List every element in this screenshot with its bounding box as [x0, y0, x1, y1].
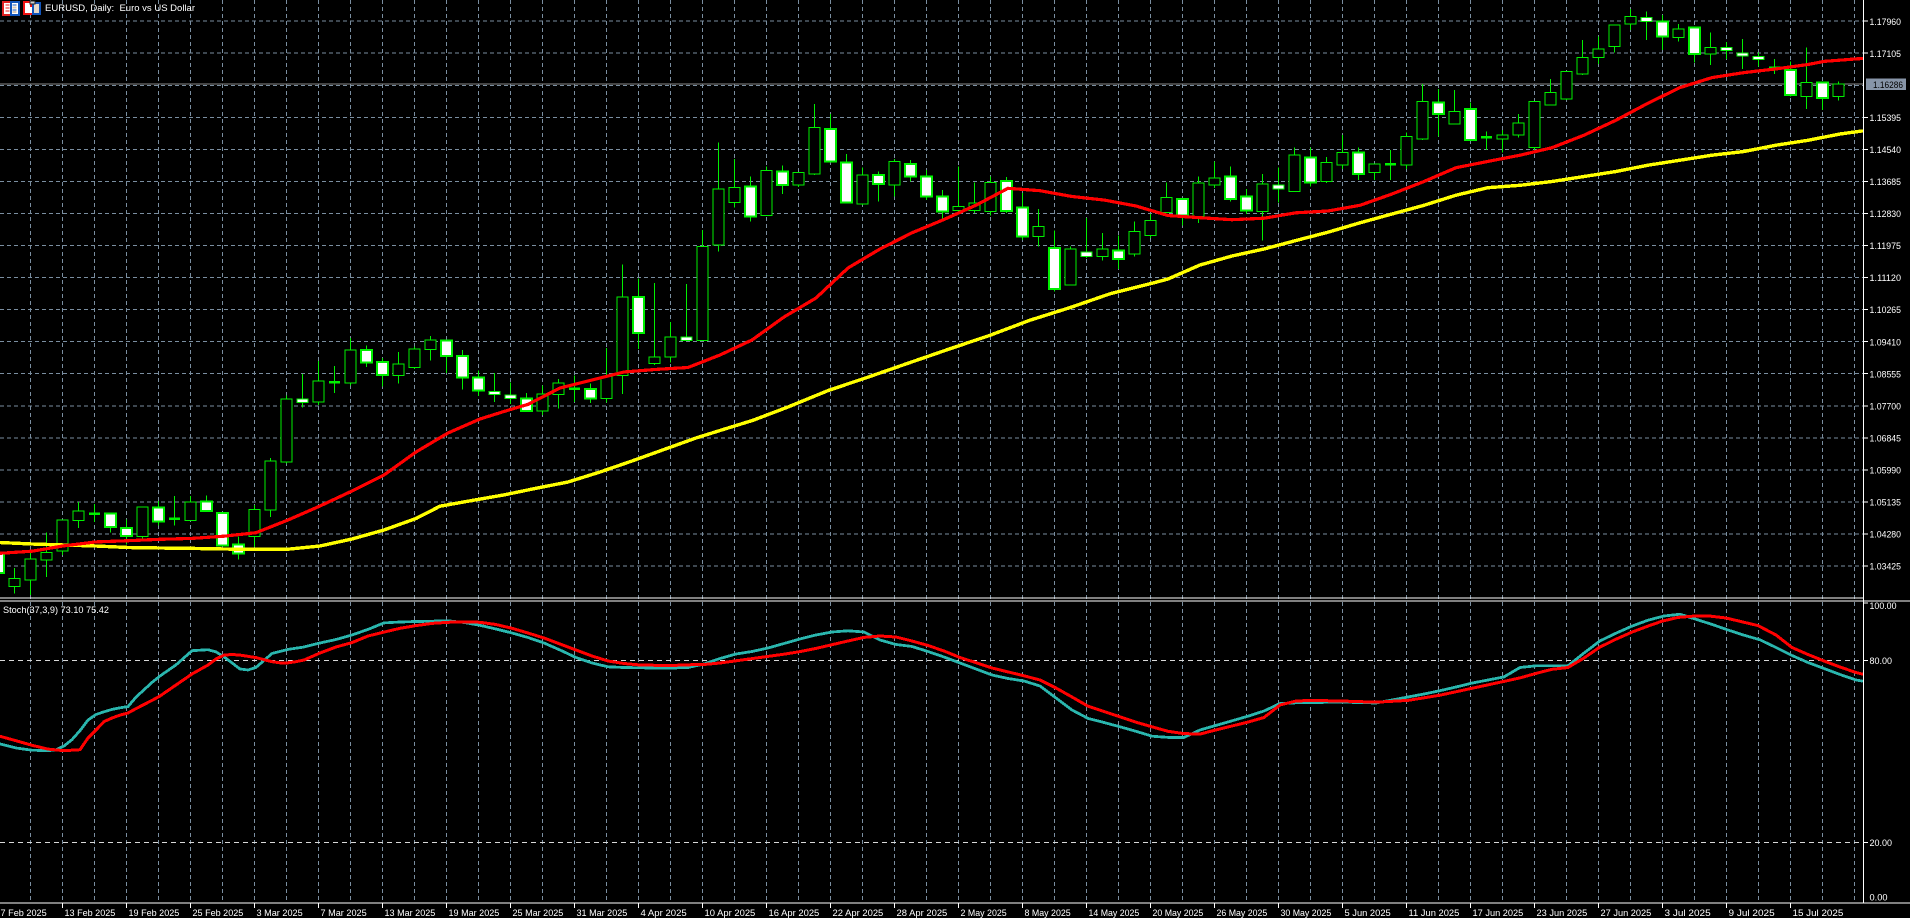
- svg-text:2 May 2025: 2 May 2025: [961, 908, 1007, 918]
- svg-text:1.07700: 1.07700: [1870, 401, 1902, 412]
- svg-text:7 Mar 2025: 7 Mar 2025: [321, 908, 367, 918]
- svg-text:1.05135: 1.05135: [1870, 498, 1902, 509]
- svg-text:1.15395: 1.15395: [1870, 113, 1902, 124]
- svg-text:1.08555: 1.08555: [1870, 369, 1902, 380]
- svg-text:1.11120: 1.11120: [1870, 273, 1902, 284]
- svg-text:0.00: 0.00: [1870, 893, 1888, 904]
- svg-text:1.06845: 1.06845: [1870, 433, 1902, 444]
- svg-text:20 May 2025: 20 May 2025: [1153, 908, 1204, 918]
- svg-text:10 Apr 2025: 10 Apr 2025: [705, 908, 756, 918]
- svg-text:26 May 2025: 26 May 2025: [1217, 908, 1268, 918]
- svg-text:22 Apr 2025: 22 Apr 2025: [833, 908, 884, 918]
- svg-text:25 Mar 2025: 25 Mar 2025: [513, 908, 564, 918]
- svg-text:1.10265: 1.10265: [1870, 305, 1902, 316]
- svg-text:1.16286: 1.16286: [1873, 80, 1903, 91]
- svg-text:28 Apr 2025: 28 Apr 2025: [897, 908, 948, 918]
- svg-text:17 Jun 2025: 17 Jun 2025: [1473, 908, 1524, 918]
- svg-text:11 Jun 2025: 11 Jun 2025: [1409, 908, 1460, 918]
- svg-text:80.00: 80.00: [1870, 656, 1893, 667]
- svg-text:1.17960: 1.17960: [1870, 17, 1902, 28]
- svg-text:1.03425: 1.03425: [1870, 562, 1902, 573]
- svg-text:27 Jun 2025: 27 Jun 2025: [1601, 908, 1652, 918]
- svg-text:3 Jul 2025: 3 Jul 2025: [1665, 908, 1711, 918]
- svg-text:14 May 2025: 14 May 2025: [1089, 908, 1140, 918]
- svg-text:3 Mar 2025: 3 Mar 2025: [257, 908, 303, 918]
- svg-text:1.13685: 1.13685: [1870, 177, 1902, 188]
- svg-text:100.00: 100.00: [1870, 601, 1897, 612]
- svg-text:16 Apr 2025: 16 Apr 2025: [769, 908, 820, 918]
- svg-text:20.00: 20.00: [1870, 838, 1893, 849]
- svg-text:31 Mar 2025: 31 Mar 2025: [577, 908, 628, 918]
- svg-text:EURUSD, Daily: Euro vs US Dol: EURUSD, Daily: Euro vs US Dollar: [45, 3, 195, 14]
- svg-text:19 Feb 2025: 19 Feb 2025: [129, 908, 180, 918]
- svg-text:1.09410: 1.09410: [1870, 337, 1902, 348]
- svg-text:1.12830: 1.12830: [1870, 209, 1902, 220]
- svg-text:13 Feb 2025: 13 Feb 2025: [65, 908, 116, 918]
- svg-text:15 Jul 2025: 15 Jul 2025: [1793, 908, 1844, 918]
- svg-text:13 Mar 2025: 13 Mar 2025: [385, 908, 436, 918]
- svg-text:23 Jun 2025: 23 Jun 2025: [1537, 908, 1588, 918]
- svg-text:8 May 2025: 8 May 2025: [1025, 908, 1071, 918]
- svg-text:4 Apr 2025: 4 Apr 2025: [641, 908, 687, 918]
- svg-text:1.05990: 1.05990: [1870, 466, 1902, 477]
- svg-text:30 May 2025: 30 May 2025: [1281, 908, 1332, 918]
- svg-text:5 Jun 2025: 5 Jun 2025: [1345, 908, 1391, 918]
- svg-text:7 Feb 2025: 7 Feb 2025: [1, 908, 47, 918]
- svg-text:9 Jul 2025: 9 Jul 2025: [1729, 908, 1775, 918]
- svg-text:25 Feb 2025: 25 Feb 2025: [193, 908, 244, 918]
- svg-text:1.17105: 1.17105: [1870, 49, 1902, 60]
- svg-text:1.04280: 1.04280: [1870, 530, 1902, 541]
- svg-text:1.14540: 1.14540: [1870, 145, 1902, 156]
- svg-text:19 Mar 2025: 19 Mar 2025: [449, 908, 500, 918]
- svg-text:Stoch(37,3,9) 73.10 75.42: Stoch(37,3,9) 73.10 75.42: [3, 605, 109, 616]
- svg-text:1.11975: 1.11975: [1870, 241, 1902, 252]
